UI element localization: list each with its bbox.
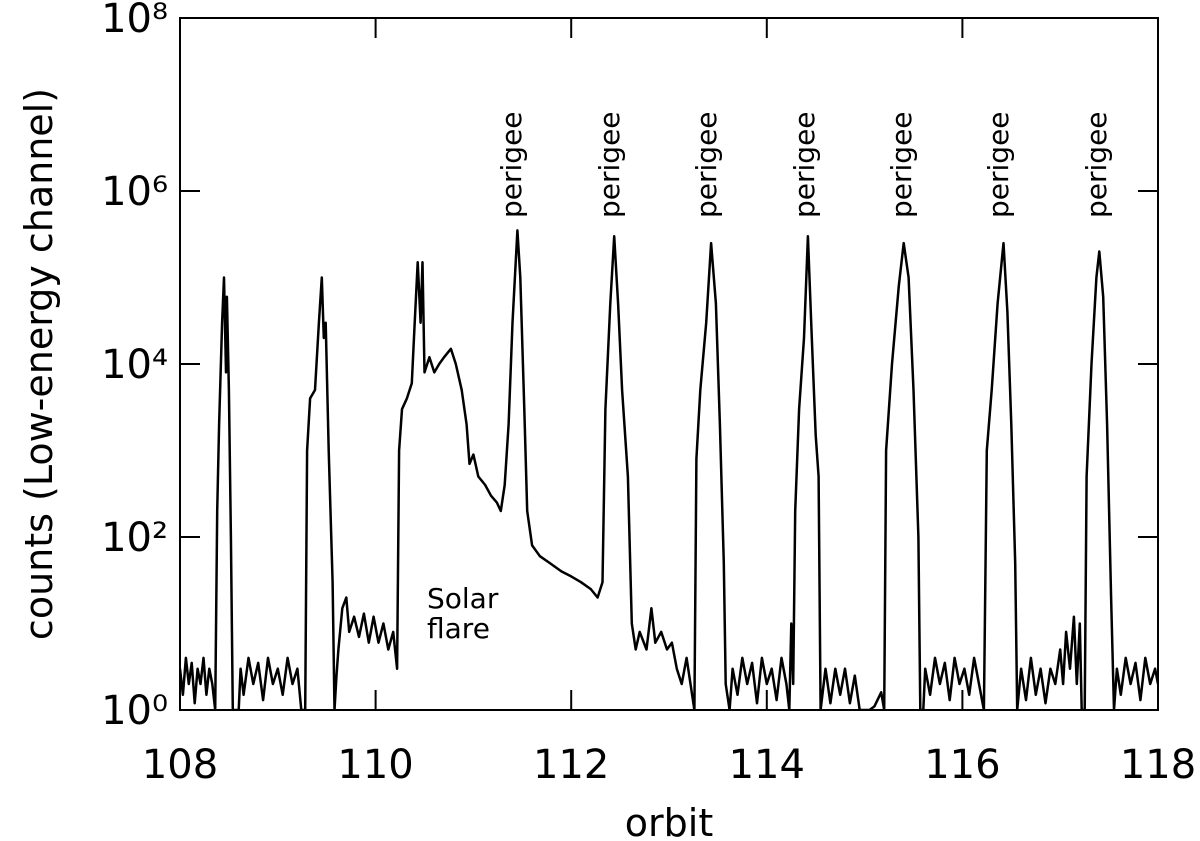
perigee-label: perigee	[982, 111, 1015, 218]
x-axis-title: orbit	[625, 801, 713, 841]
flare-label: Solar	[427, 582, 499, 615]
perigee-label: perigee	[593, 111, 626, 218]
y-tick-label: 10⁴	[101, 342, 168, 388]
x-tick-label: 110	[337, 742, 413, 788]
x-tick-label: 112	[533, 742, 609, 788]
y-tick-label: 10²	[101, 515, 168, 561]
y-axis-title: counts (Low-energy channel)	[17, 88, 61, 640]
x-tick-label: 114	[729, 742, 805, 788]
data-line	[180, 229, 1158, 710]
flare-label: flare	[427, 612, 490, 645]
perigee-label: perigee	[495, 111, 528, 218]
x-tick-label: 108	[142, 742, 218, 788]
y-tick-label: 10⁰	[101, 688, 168, 734]
perigee-label: perigee	[885, 111, 918, 218]
perigee-label: perigee	[1080, 111, 1113, 218]
x-tick-label: 118	[1120, 742, 1196, 788]
x-tick-label: 116	[924, 742, 1000, 788]
y-tick-label: 10⁶	[101, 169, 168, 215]
perigee-label: perigee	[690, 111, 723, 218]
perigee-label: perigee	[788, 111, 821, 218]
y-tick-label: 10⁸	[101, 0, 168, 42]
